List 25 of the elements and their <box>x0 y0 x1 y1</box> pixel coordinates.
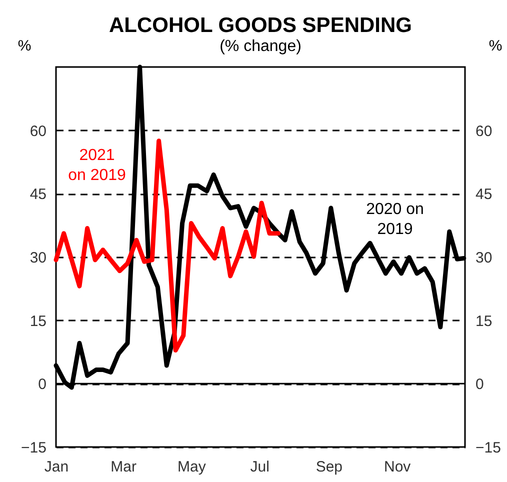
y2-tick-label: 60 <box>476 122 492 140</box>
y-tick-label: 15 <box>30 312 46 330</box>
y2-tick-label: 15 <box>476 312 492 330</box>
y-tick-label: 60 <box>30 122 46 140</box>
chart-subtitle: (% change) <box>220 38 302 55</box>
x-tick-label: Sep <box>316 458 343 476</box>
x-tick-label: May <box>178 458 206 476</box>
y-tick-label: −15 <box>21 440 46 456</box>
y2-tick-label: −15 <box>476 440 501 456</box>
y-tick-label: 30 <box>30 250 46 266</box>
y-tick-label: 0 <box>38 376 46 394</box>
series-label: 2020 on 2019 <box>366 201 424 238</box>
series-label: 2021 on 2019 <box>68 147 126 184</box>
x-tick-label: Jan <box>44 458 69 476</box>
y2-tick-label: 0 <box>476 376 484 394</box>
y2-tick-label: 45 <box>476 186 492 204</box>
y-axis-title: % <box>18 38 32 54</box>
y2-axis-title: % <box>488 38 502 54</box>
x-tick-label: Mar <box>110 458 136 476</box>
chart-title: ALCOHOL GOODS SPENDING <box>109 14 412 37</box>
y-tick-label: 45 <box>30 186 46 204</box>
x-tick-label: Jul <box>250 458 270 476</box>
y2-tick-label: 30 <box>476 250 492 266</box>
x-tick-label: Nov <box>384 458 412 476</box>
line-series <box>54 138 281 353</box>
